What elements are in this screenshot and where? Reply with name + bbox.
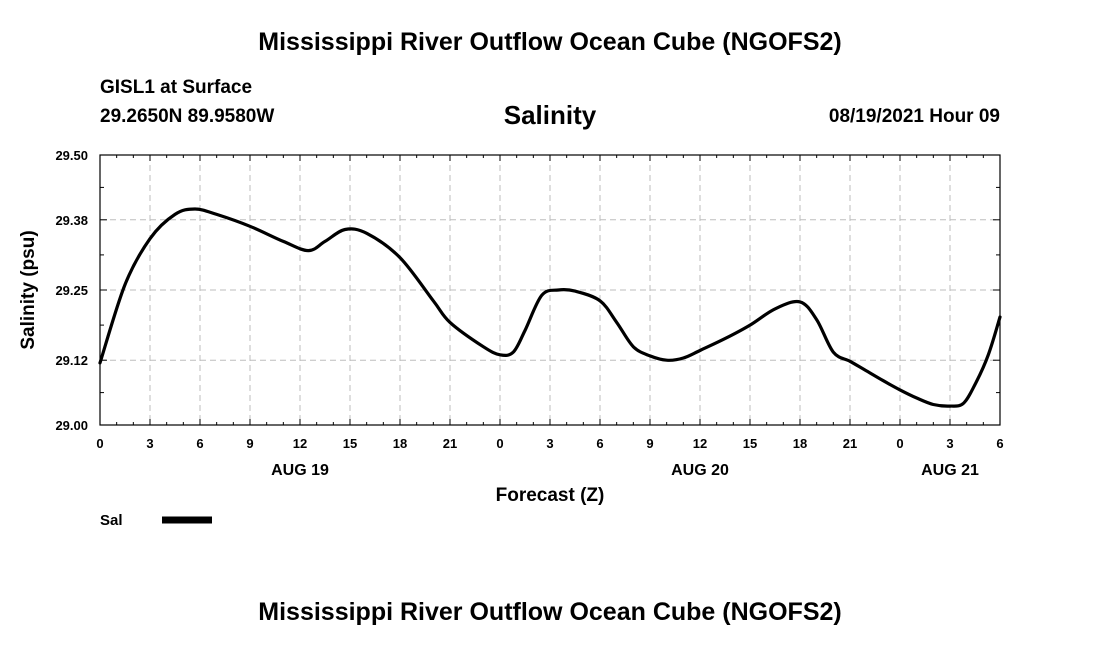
station-label: GISL1 at Surface	[100, 77, 253, 98]
y-tick-label: 29.00	[55, 418, 88, 433]
x-tick-label: 9	[646, 436, 653, 451]
series-line-sal	[98, 207, 1002, 408]
x-tick-label: 15	[743, 436, 757, 451]
plot-frame	[99, 154, 1001, 426]
x-tick-label: 6	[596, 436, 603, 451]
x-tick-label: 18	[393, 436, 407, 451]
x-tick-label: 0	[896, 436, 903, 451]
y-axis-title: Salinity (psu)	[18, 230, 39, 349]
y-tick-label: 29.50	[55, 148, 88, 163]
x-tick-label: 12	[693, 436, 707, 451]
x-tick-label: 0	[496, 436, 503, 451]
legend-label: Sal	[100, 512, 123, 529]
x-tick-label: 3	[146, 436, 153, 451]
chart-main-title: Mississippi River Outflow Ocean Cube (NG…	[258, 28, 842, 56]
chart-labels: 0 3 6 9 12 15 18 21 0 3 6 9 12 15 18 21 0 3 6 29.00 29.12 29.…	[55, 148, 1003, 479]
y-tick-label: 29.12	[55, 353, 88, 368]
x-tick-label: 12	[293, 436, 307, 451]
x-tick-label: 9	[246, 436, 253, 451]
x-axis-title: Forecast (Z)	[496, 485, 605, 506]
x-tick-label: 18	[793, 436, 807, 451]
x-tick-label: 21	[443, 436, 457, 451]
x-tick-label: 15	[343, 436, 357, 451]
x-date-label: AUG 21	[921, 462, 979, 479]
y-tick-label: 29.38	[55, 213, 88, 228]
forecast-datetime: 08/19/2021 Hour 09	[828, 106, 1000, 127]
x-tick-label: 21	[843, 436, 857, 451]
x-tick-label: 3	[946, 436, 953, 451]
x-tick-label: 3	[546, 436, 553, 451]
x-date-label: AUG 20	[671, 462, 729, 479]
y-tick-label: 29.25	[55, 283, 88, 298]
chart-subtitle: Salinity	[503, 100, 597, 130]
x-tick-label: 6	[996, 436, 1003, 451]
footer-title: Mississippi River Outflow Ocean Cube (NG…	[258, 598, 842, 626]
chart-series	[98, 207, 1002, 408]
x-tick-label: 6	[196, 436, 203, 451]
station-coordinates: 29.2650N 89.9580W	[100, 106, 275, 127]
x-tick-label: 0	[96, 436, 103, 451]
x-date-label: AUG 19	[271, 462, 329, 479]
